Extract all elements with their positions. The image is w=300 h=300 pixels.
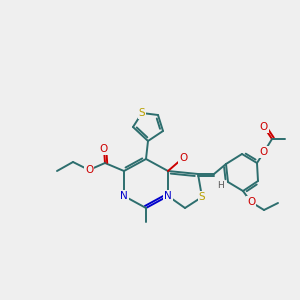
Text: O: O — [260, 147, 268, 157]
Text: O: O — [247, 197, 255, 207]
Text: O: O — [260, 122, 268, 132]
Text: O: O — [85, 165, 93, 175]
Text: O: O — [100, 144, 108, 154]
Text: S: S — [139, 108, 145, 118]
Text: H: H — [217, 182, 224, 190]
Text: N: N — [120, 191, 128, 201]
Text: S: S — [199, 192, 205, 202]
Text: O: O — [179, 153, 187, 163]
Text: N: N — [164, 191, 172, 201]
